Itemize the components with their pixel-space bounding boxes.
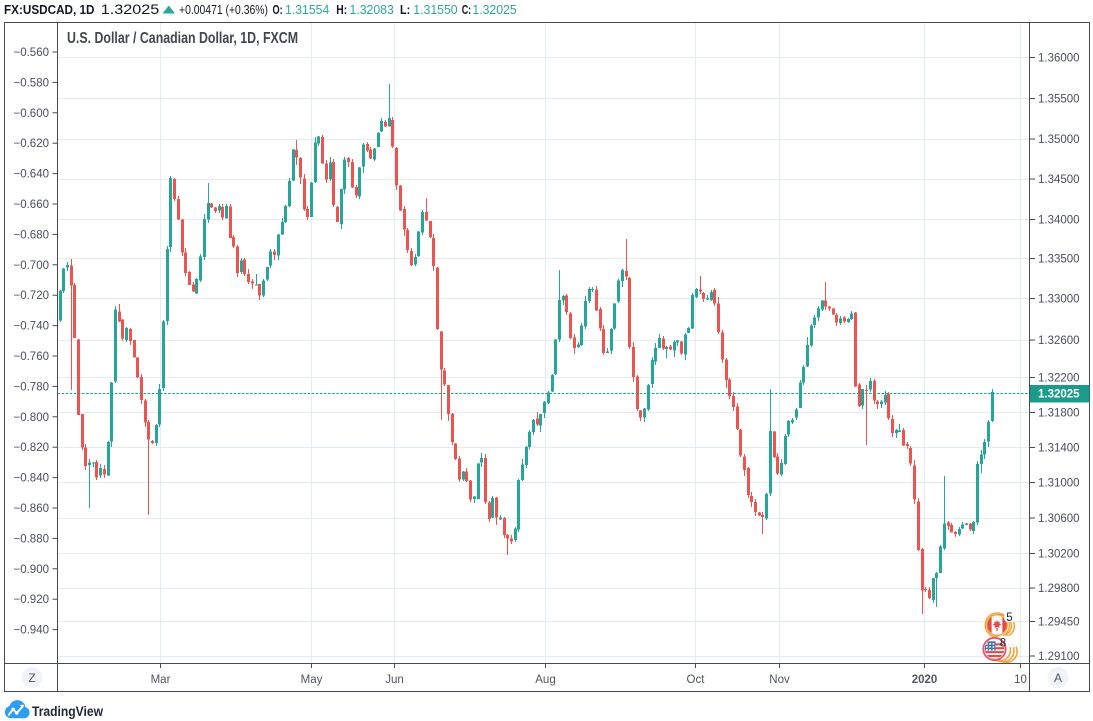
svg-text:1.29100: 1.29100 <box>1038 651 1080 663</box>
svg-text:1.35000: 1.35000 <box>1038 134 1080 146</box>
svg-text:1.32025: 1.32025 <box>101 1 160 17</box>
svg-text:1.30600: 1.30600 <box>1038 513 1080 525</box>
svg-text:+0.00471 (+0.36%): +0.00471 (+0.36%) <box>179 2 268 17</box>
svg-text:1.29800: 1.29800 <box>1038 583 1080 595</box>
svg-text:1.31000: 1.31000 <box>1038 478 1080 490</box>
svg-text:−0.760: −0.760 <box>14 351 50 363</box>
svg-text:5: 5 <box>1006 612 1012 624</box>
svg-text:1.32083: 1.32083 <box>350 3 394 17</box>
svg-text:1.31400: 1.31400 <box>1038 443 1080 455</box>
svg-text:A: A <box>1054 671 1062 685</box>
svg-text:−0.700: −0.700 <box>14 260 50 272</box>
svg-text:Mar: Mar <box>151 674 171 686</box>
svg-text:O:: O: <box>273 3 283 17</box>
svg-text:10: 10 <box>1014 674 1027 686</box>
svg-text:Jun: Jun <box>385 674 404 686</box>
svg-text:−0.860: −0.860 <box>14 503 50 515</box>
svg-text:1.36000: 1.36000 <box>1038 53 1080 65</box>
svg-text:1.34000: 1.34000 <box>1038 215 1080 227</box>
svg-text:1.32200: 1.32200 <box>1038 373 1080 385</box>
svg-text:−0.680: −0.680 <box>14 229 50 241</box>
svg-text:−0.900: −0.900 <box>14 564 50 576</box>
svg-text:−0.640: −0.640 <box>14 169 50 181</box>
svg-text:1.32600: 1.32600 <box>1038 335 1080 347</box>
svg-text:...: ... <box>1007 637 1015 648</box>
svg-text:1.33500: 1.33500 <box>1038 254 1080 266</box>
svg-text:−0.840: −0.840 <box>14 473 50 485</box>
svg-text:−0.800: −0.800 <box>14 412 50 424</box>
svg-text:May: May <box>301 674 323 686</box>
svg-text:−0.940: −0.940 <box>14 625 50 637</box>
svg-text:Nov: Nov <box>769 674 790 686</box>
svg-text:1.29450: 1.29450 <box>1038 617 1080 629</box>
svg-text:1.32025: 1.32025 <box>1038 389 1080 401</box>
svg-text:−0.780: −0.780 <box>14 381 50 393</box>
svg-text:−0.600: −0.600 <box>14 108 50 120</box>
svg-text:Oct: Oct <box>687 674 706 686</box>
svg-text:1.31800: 1.31800 <box>1038 408 1080 420</box>
svg-text:L:: L: <box>400 3 410 17</box>
svg-text:H:: H: <box>336 3 347 17</box>
svg-text:FX:USDCAD, 1D: FX:USDCAD, 1D <box>4 2 95 17</box>
svg-text:U.S. Dollar / Canadian Dollar,: U.S. Dollar / Canadian Dollar, 1D, FXCM <box>67 30 298 47</box>
svg-text:−0.720: −0.720 <box>14 290 50 302</box>
svg-text:1.30200: 1.30200 <box>1038 549 1080 561</box>
svg-text:Z: Z <box>28 671 35 685</box>
svg-text:1.31550: 1.31550 <box>413 3 457 17</box>
svg-text:−0.740: −0.740 <box>14 321 50 333</box>
svg-text:1.34500: 1.34500 <box>1038 174 1080 186</box>
svg-text:1.33000: 1.33000 <box>1038 294 1080 306</box>
svg-text:1.32025: 1.32025 <box>472 3 516 17</box>
svg-text:1.35500: 1.35500 <box>1038 94 1080 106</box>
svg-text:−0.920: −0.920 <box>14 594 50 606</box>
svg-text:−0.880: −0.880 <box>14 533 50 545</box>
svg-text:−0.560: −0.560 <box>14 47 50 59</box>
svg-text:−0.660: −0.660 <box>14 199 50 211</box>
svg-text:8: 8 <box>1000 637 1006 649</box>
svg-text:Aug: Aug <box>535 674 555 686</box>
svg-text:−0.580: −0.580 <box>14 77 50 89</box>
svg-text:−0.820: −0.820 <box>14 442 50 454</box>
svg-text:C:: C: <box>462 3 472 17</box>
svg-text:1.31554: 1.31554 <box>285 3 329 17</box>
svg-text:TradingView: TradingView <box>32 703 103 719</box>
svg-text:−0.620: −0.620 <box>14 138 50 150</box>
svg-text:2020: 2020 <box>912 674 938 686</box>
